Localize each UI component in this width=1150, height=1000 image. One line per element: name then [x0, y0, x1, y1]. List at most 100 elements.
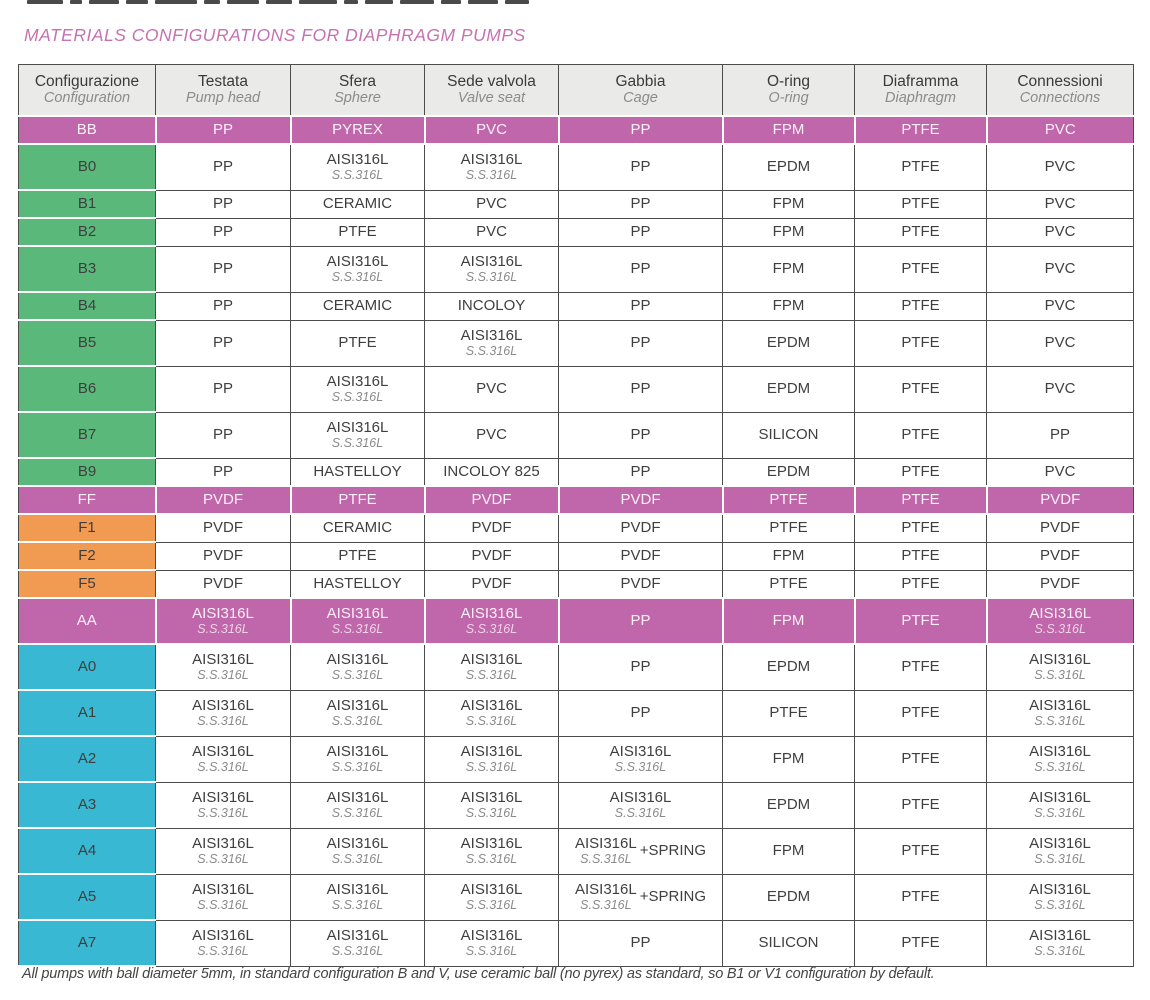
material-cell: PP	[558, 291, 723, 321]
material-cell: PTFE	[854, 919, 987, 967]
material-cell: PVDF	[154, 485, 292, 515]
material-cell: PTFE	[290, 319, 425, 367]
material-cell: PTFE	[290, 541, 425, 571]
config-code-cell: F1	[18, 513, 156, 543]
material-cell: CERAMIC	[290, 189, 425, 219]
header-cell-sphere: Sfera Sphere	[290, 64, 425, 117]
materials-configuration-table: Configurazione Configuration Testata Pump h…	[18, 64, 1134, 967]
material-cell: EPDM	[722, 143, 855, 191]
material-cell: PVC	[423, 115, 560, 145]
material-cell: PTFE	[854, 541, 987, 571]
material-cell: AISI316L S.S.316L	[290, 919, 425, 967]
material-cell: EPDM	[722, 457, 855, 487]
config-code-cell: A2	[18, 735, 156, 783]
material-cell: PP	[558, 245, 723, 293]
material-cell: PP	[557, 597, 724, 645]
material-cell: AISI316L S.S.316L	[424, 245, 559, 293]
material-cell: EPDM	[722, 873, 855, 921]
material-cell: PP	[558, 919, 723, 967]
header-cell-o-ring: O-ring O-ring	[722, 64, 855, 117]
material-cell: AISI316L S.S.316L	[155, 827, 291, 875]
material-cell: AISI316L S.S.316L	[155, 735, 291, 783]
material-cell: PVDF	[985, 485, 1134, 515]
material-cell: PTFE	[854, 143, 987, 191]
config-code-cell: A4	[18, 827, 156, 875]
table-row-a7: A7 AISI316L S.S.316L AISI316L S.S.316L AISI31…	[18, 919, 1134, 967]
table-row-a5: A5 AISI316L S.S.316L AISI316L S.S.316L AISI31…	[18, 873, 1134, 921]
material-cell: PP	[155, 411, 291, 459]
material-cell: FPM	[721, 597, 856, 645]
material-cell: AISI316L S.S.316L	[424, 143, 559, 191]
material-cell: PVDF	[424, 513, 559, 543]
material-cell: AISI316L S.S.316L	[424, 689, 559, 737]
material-cell: PTFE	[854, 569, 987, 599]
material-cell: AISI316L S.S.316L	[290, 781, 425, 829]
material-cell: AISI316L S.S.316L	[986, 781, 1134, 829]
material-cell: PP	[155, 291, 291, 321]
table-row-b5: B5 PP PTFE AISI316L S.S.316L PP EPDM PTFE PVC	[18, 319, 1134, 367]
material-cell: PVDF	[558, 513, 723, 543]
material-cell: FPM	[722, 189, 855, 219]
material-cell: FPM	[722, 245, 855, 293]
material-cell: PTFE	[721, 485, 856, 515]
config-code-cell: B4	[18, 291, 156, 321]
material-cell: PTFE	[854, 189, 987, 219]
table-row-a3: A3 AISI316L S.S.316L AISI316L S.S.316L AISI31…	[18, 781, 1134, 829]
header-cell-configuration: Configurazione Configuration	[18, 64, 156, 117]
header-cell-cage: Gabbia Cage	[558, 64, 723, 117]
config-code-cell: B3	[18, 245, 156, 293]
material-cell: AISI316L S.S.316L	[290, 873, 425, 921]
material-cell: AISI316L S.S.316L	[986, 689, 1134, 737]
material-cell: PVDF	[155, 513, 291, 543]
table-row-b4: B4 PP CERAMIC INCOLOY PP FPM PTFE PVC	[18, 291, 1134, 321]
material-cell: PTFE	[854, 827, 987, 875]
material-cell: PTFE	[722, 513, 855, 543]
material-cell: PP	[558, 643, 723, 691]
material-cell: AISI316L S.S.316L	[290, 365, 425, 413]
table-row-f1: F1 PVDF CERAMIC PVDF PVDF PTFE PTFE PVDF	[18, 513, 1134, 543]
material-cell: FPM	[722, 735, 855, 783]
material-cell: PVDF	[155, 569, 291, 599]
material-cell: AISI316L S.S.316L	[986, 643, 1134, 691]
material-cell: PVDF	[424, 569, 559, 599]
material-cell: AISI316L S.S.316L	[290, 689, 425, 737]
material-cell: PP	[154, 115, 292, 145]
material-cell: SILICON	[722, 919, 855, 967]
material-cell: AISI316L S.S.316L	[155, 873, 291, 921]
material-cell: AISI316L S.S.316L	[424, 735, 559, 783]
material-cell: AISI316L S.S.316L	[290, 643, 425, 691]
material-cell: AISI316L S.S.316L	[290, 411, 425, 459]
config-code-cell: B0	[18, 143, 156, 191]
material-cell: PTFE	[854, 643, 987, 691]
material-cell: PVC	[986, 245, 1134, 293]
material-cell: AISI316L S.S.316L	[986, 827, 1134, 875]
config-code-cell: B7	[18, 411, 156, 459]
material-cell: PP	[558, 365, 723, 413]
config-code-cell: BB	[18, 115, 157, 145]
table-row-bb: BB PP PYREX PVC PP FPM PTFE PVC	[18, 115, 1134, 145]
material-cell: AISI316L S.S.316L	[985, 597, 1134, 645]
material-cell: EPDM	[722, 781, 855, 829]
config-code-cell: FF	[18, 485, 157, 515]
material-cell: AISI316L S.S.316L	[290, 245, 425, 293]
material-cell: AISI316L S.S.316L	[424, 319, 559, 367]
material-cell: AISI316L S.S.316L	[423, 597, 560, 645]
material-cell: FPM	[722, 217, 855, 247]
material-cell: AISI316L S.S.316L	[155, 919, 291, 967]
material-cell: AISI316L S.S.316L	[558, 735, 723, 783]
material-cell: AISI316L S.S.316L +SPRING	[558, 873, 723, 921]
material-cell: PTFE	[853, 115, 988, 145]
material-cell: PVC	[424, 217, 559, 247]
table-row-b7: B7 PP AISI316L S.S.316L PVC PP SILICON PTFE PP	[18, 411, 1134, 459]
material-cell: PYREX	[289, 115, 426, 145]
material-cell: HASTELLOY	[290, 457, 425, 487]
table-row-b9: B9 PP HASTELLOY INCOLOY 825 PP EPDM PTFE PVC	[18, 457, 1134, 487]
material-cell: FPM	[722, 291, 855, 321]
material-cell: AISI316L S.S.316L	[424, 873, 559, 921]
material-cell: PTFE	[854, 245, 987, 293]
material-cell: AISI316L S.S.316L	[986, 873, 1134, 921]
config-code-cell: F2	[18, 541, 156, 571]
material-cell: AISI316L S.S.316L	[155, 689, 291, 737]
config-code-cell: A5	[18, 873, 156, 921]
